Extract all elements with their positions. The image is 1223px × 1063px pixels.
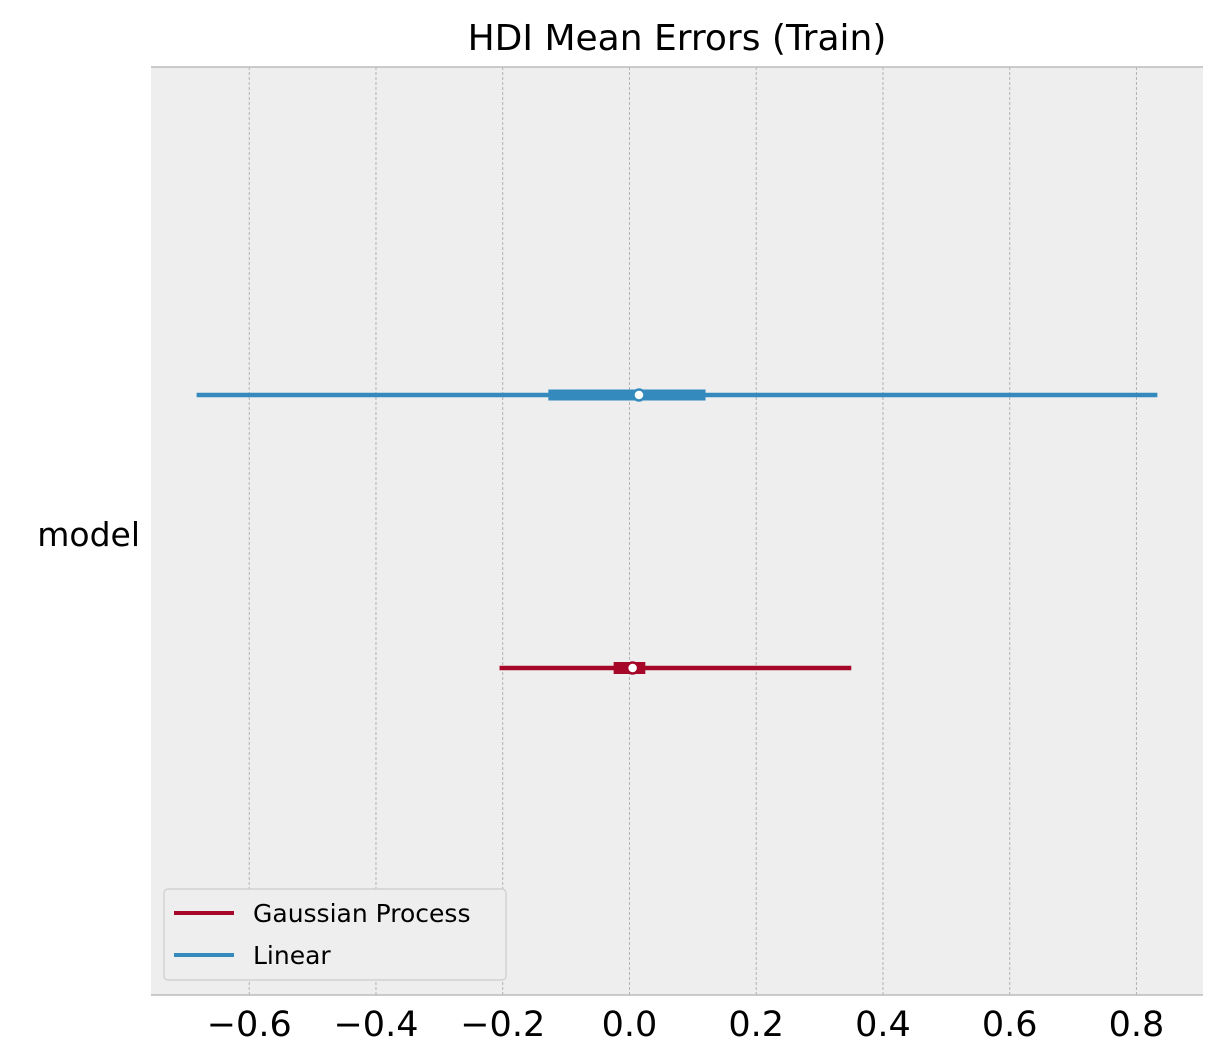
mean-point-gaussian-process [625, 661, 640, 675]
x-tick-label: 0.8 [1109, 1005, 1165, 1045]
x-tick-label: 0.0 [602, 1005, 658, 1045]
legend-label-gaussian-process: Gaussian Process [253, 899, 470, 928]
x-tick-label: −0.2 [460, 1005, 545, 1045]
x-tick-label: −0.6 [207, 1005, 292, 1045]
mean-point-linear [632, 388, 646, 402]
legend-label-linear: Linear [253, 941, 331, 970]
x-axis-ticks: −0.6 −0.4 −0.2 0.0 0.2 0.4 0.6 0.8 [207, 1005, 1165, 1045]
y-axis-label: model [37, 515, 140, 554]
legend-box [163, 888, 507, 981]
x-tick-label: 0.6 [982, 1005, 1038, 1045]
series-marks [196, 388, 1158, 675]
plot-area [151, 67, 1203, 995]
x-tick-label: 0.4 [855, 1005, 911, 1045]
legend: Gaussian Process Linear [163, 888, 507, 981]
x-tick-label: 0.2 [728, 1005, 784, 1045]
x-tick-label: −0.4 [333, 1005, 418, 1045]
chart-title: HDI Mean Errors (Train) [468, 18, 887, 59]
